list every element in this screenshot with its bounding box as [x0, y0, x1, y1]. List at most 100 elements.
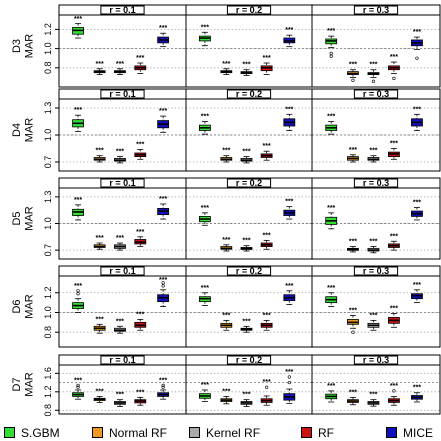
significance-label: ***: [201, 285, 209, 292]
strip-label: r = 0.1: [109, 89, 135, 99]
significance-label: ***: [285, 27, 293, 34]
significance-label: ***: [222, 148, 230, 155]
box-rf: ***: [134, 141, 147, 160]
panel-d3-r01: r = 0.1 *** *** *** *** ***: [58, 4, 187, 88]
panel-border: [311, 88, 441, 172]
box-rf: ***: [134, 311, 147, 331]
significance-label: ***: [74, 16, 82, 23]
strip-label: r = 0.1: [109, 178, 135, 188]
y-tick-label: 1.6: [43, 367, 53, 380]
box-sgbm: ***: [325, 205, 338, 230]
box-kernel-rf: ***: [367, 148, 380, 163]
significance-label: ***: [413, 106, 421, 113]
box-kernel-rf: ***: [367, 392, 380, 407]
outlier-point: [76, 292, 80, 296]
outlier-point: [371, 79, 376, 83]
outlier-point: [392, 76, 396, 80]
box-kernel-rf: ***: [114, 149, 126, 164]
legend-item-rf: RF: [301, 424, 334, 441]
significance-label: ***: [327, 205, 335, 212]
strip-label-box: [353, 89, 399, 99]
outlier-point: [76, 385, 80, 389]
significance-label: ***: [201, 24, 209, 31]
significance-label: ***: [263, 232, 271, 239]
row-label-d3: D3MAR: [11, 34, 36, 59]
box-rf: ***: [134, 389, 147, 406]
strip-label: r = 0.2: [236, 178, 262, 188]
significance-label: ***: [96, 235, 104, 242]
row-label-d5: D5MAR: [11, 206, 36, 231]
box-normal-rf: ***: [220, 388, 233, 405]
panel-d3-r02: r = 0.2 *** *** *** *** ***: [185, 4, 313, 88]
strip-label: r = 0.3: [363, 178, 389, 188]
box-rf: ***: [260, 143, 273, 161]
y-tick-label: 0.8: [43, 62, 53, 75]
box-normal-rf: ***: [93, 388, 106, 403]
significance-label: ***: [136, 311, 144, 318]
strip-label: r = 0.2: [236, 266, 262, 276]
row-label-d7: D7MAR: [11, 372, 36, 397]
significance-label: ***: [349, 62, 357, 69]
panel-d4-r01: r = 0.1 *** *** *** *** ***: [58, 88, 187, 172]
panel-border: [311, 354, 441, 415]
strip-label: r = 0.1: [109, 266, 135, 276]
strip-label-box: [226, 5, 272, 15]
box-kernel-rf: ***: [114, 318, 126, 334]
box-mice: ***: [157, 196, 170, 220]
significance-label: ***: [242, 62, 250, 69]
box-kernel-rf: ***: [240, 318, 253, 333]
significance-label: ***: [116, 149, 124, 156]
box-kernel-rf: ***: [367, 62, 380, 83]
significance-label: ***: [74, 197, 82, 204]
significance-label: ***: [222, 61, 230, 68]
box-rf: ***: [260, 232, 273, 250]
strip-label-box: [226, 89, 272, 99]
strip-label: r = 0.1: [109, 355, 135, 365]
significance-label: ***: [390, 54, 398, 61]
box-mice: ***: [157, 277, 170, 307]
significance-label: ***: [413, 29, 421, 36]
panel-d5-r02: r = 0.2 *** *** *** *** ***: [185, 177, 313, 260]
significance-label: ***: [327, 383, 335, 390]
panel-d5-r03: r = 0.3 *** *** *** *** ***: [311, 177, 441, 260]
significance-label: ***: [116, 318, 124, 325]
strip-label: r = 0.2: [236, 89, 262, 99]
panel-d6-r01: r = 0.1 *** *** *** *** ***: [58, 265, 187, 348]
box-mice: ***: [411, 106, 423, 131]
significance-label: ***: [242, 318, 250, 325]
strip-label-box: [100, 266, 145, 276]
strip-label: r = 0.2: [236, 5, 262, 15]
box-kernel-rf: ***: [240, 62, 253, 76]
legend-label-kernel-rf: Kernel RF: [206, 425, 261, 440]
significance-label: ***: [263, 143, 271, 150]
row-label-line-1: MAR: [23, 34, 35, 59]
significance-label: ***: [242, 149, 250, 156]
box-normal-rf: ***: [347, 307, 359, 334]
box-sgbm: ***: [325, 28, 338, 58]
strip-label-box: [226, 266, 272, 276]
box-mice: ***: [157, 108, 170, 133]
outlier-point: [161, 284, 165, 288]
outlier-point: [265, 385, 269, 389]
box-normal-rf: ***: [93, 316, 106, 334]
significance-label: ***: [369, 392, 377, 399]
box-kernel-rf: ***: [367, 239, 380, 254]
panel-d7-r02: r = 0.2 *** *** *** *** ***: [185, 354, 313, 415]
significance-label: ***: [222, 237, 230, 244]
strip-label-box: [353, 178, 399, 188]
legend-swatch-sgbm: [4, 427, 15, 438]
strip-label: r = 0.3: [363, 355, 389, 365]
outlier-point: [161, 383, 165, 387]
outlier-point: [351, 330, 355, 334]
legend-swatch-rf: [301, 427, 312, 438]
box-mice: ***: [411, 385, 423, 403]
box-mice: ***: [157, 377, 170, 400]
outlier-point: [415, 56, 419, 60]
strip-label-box: [226, 355, 272, 365]
box-mice: ***: [283, 283, 296, 305]
outlier-point: [161, 385, 165, 389]
strip-label: r = 0.2: [236, 355, 262, 365]
y-tick-label: 1.0: [43, 129, 53, 142]
significance-label: ***: [327, 285, 335, 292]
significance-label: ***: [369, 62, 377, 69]
